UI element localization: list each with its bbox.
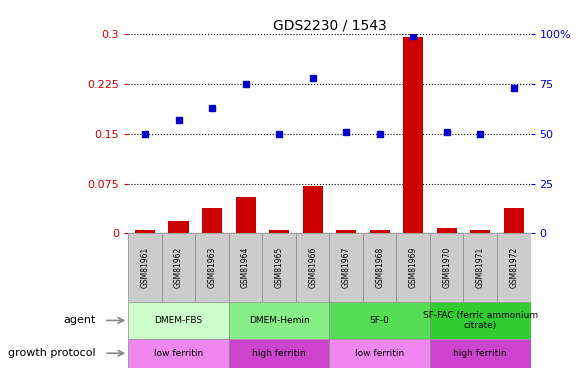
Text: low ferritin: low ferritin [355,349,404,358]
Bar [296,233,329,302]
Text: high ferritin: high ferritin [252,349,306,358]
Text: GSM81968: GSM81968 [375,247,384,288]
Bar [161,233,195,302]
Text: GSM81961: GSM81961 [141,247,149,288]
Text: GSM81966: GSM81966 [308,247,317,288]
Bar [430,302,531,339]
Bar [336,230,356,233]
Bar [303,186,323,233]
Text: GSM81964: GSM81964 [241,247,250,288]
Bar [329,233,363,302]
Bar [370,230,389,233]
Bar [128,302,229,339]
Bar [168,222,188,233]
Bar [329,302,430,339]
Text: GSM81969: GSM81969 [409,247,417,288]
Bar [195,233,229,302]
Bar [329,339,430,368]
Bar [269,230,289,233]
Text: GSM81962: GSM81962 [174,247,183,288]
Text: growth protocol: growth protocol [8,348,96,358]
Bar [229,302,329,339]
Text: DMEM-Hemin: DMEM-Hemin [249,316,310,325]
Bar [202,208,222,233]
Text: high ferritin: high ferritin [454,349,507,358]
Bar [403,37,423,233]
Text: GSM81965: GSM81965 [275,247,283,288]
Bar [135,230,155,233]
Text: GSM81972: GSM81972 [510,247,518,288]
Bar [497,233,531,302]
Text: GSM81967: GSM81967 [342,247,350,288]
Text: low ferritin: low ferritin [154,349,203,358]
Text: SF-0: SF-0 [370,316,389,325]
Bar [128,233,161,302]
Bar [463,233,497,302]
Title: GDS2230 / 1543: GDS2230 / 1543 [272,19,387,33]
Text: SF-FAC (ferric ammonium
citrate): SF-FAC (ferric ammonium citrate) [423,311,538,330]
Bar [229,339,329,368]
Bar [236,197,255,233]
Text: DMEM-FBS: DMEM-FBS [154,316,203,325]
Bar [262,233,296,302]
Bar [470,230,490,233]
Bar [229,233,262,302]
Text: agent: agent [64,315,96,326]
Bar [430,339,531,368]
Bar [504,208,524,233]
Bar [363,233,396,302]
Text: GSM81963: GSM81963 [208,247,216,288]
Bar [396,233,430,302]
Bar [430,233,463,302]
Text: GSM81970: GSM81970 [442,247,451,288]
Bar [128,339,229,368]
Text: GSM81971: GSM81971 [476,247,484,288]
Bar [437,228,456,233]
